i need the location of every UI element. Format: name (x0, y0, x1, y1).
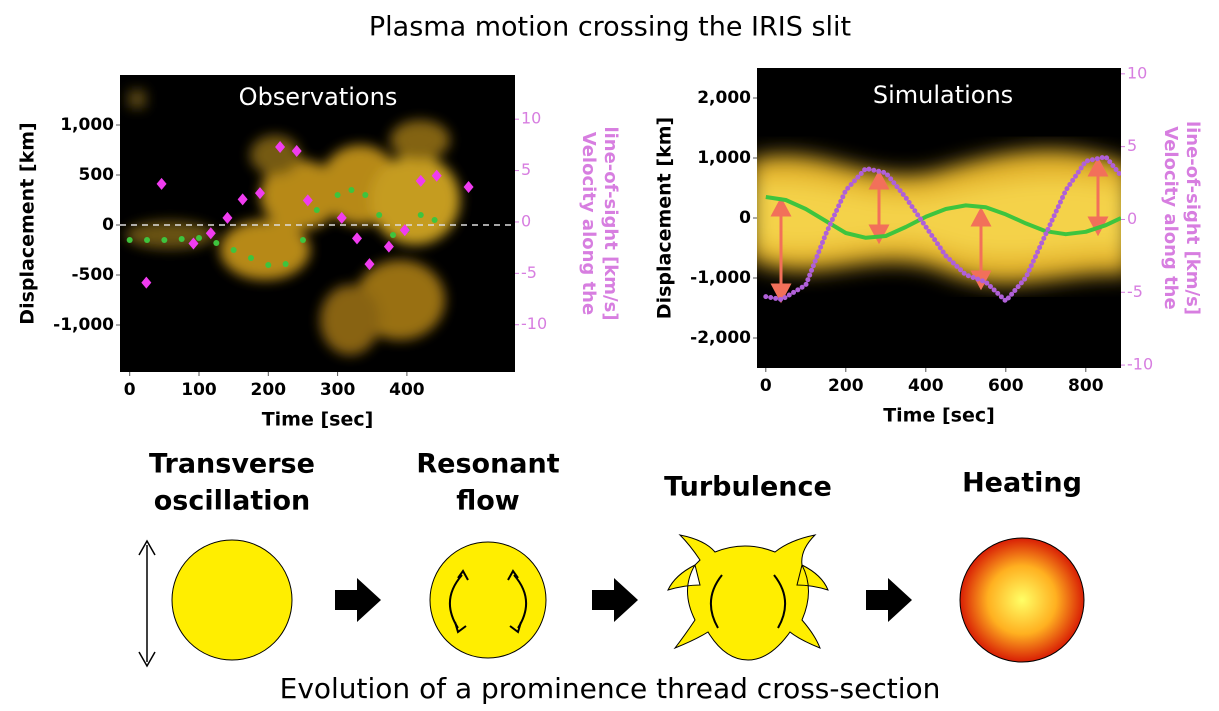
y2-axis-label: Velocity along the (1160, 126, 1181, 309)
y-tick-label: 2,000 (697, 88, 751, 108)
y2-tick-label: -10 (521, 314, 547, 333)
y2-tick-label: 10 (1127, 63, 1147, 82)
data-dot (127, 237, 133, 243)
y-axis-label: Displacement [km] (17, 122, 39, 324)
stage-label: Heating (962, 468, 1082, 499)
y2-tick-label: -10 (1127, 355, 1153, 374)
figure: Plasma motion crossing the IRIS slit Obs… (0, 0, 1219, 711)
data-dot (348, 187, 354, 193)
plot-title: Observations (239, 83, 398, 111)
x-tick-label: 0 (760, 376, 772, 396)
data-dot (213, 240, 219, 246)
y-tick-label: -1,000 (690, 268, 751, 288)
y-tick-label: 1,000 (697, 148, 751, 168)
x-tick-label: 0 (124, 380, 136, 400)
data-dot (432, 217, 438, 223)
diagram-caption: Evolution of a prominence thread cross-s… (280, 672, 941, 705)
stage-label: flow (456, 486, 520, 517)
y2-tick-label: -5 (521, 263, 537, 282)
y-tick-label: -500 (71, 265, 114, 285)
x-tick-label: 100 (181, 380, 217, 400)
data-dot (231, 247, 237, 253)
x-tick-label: 400 (908, 376, 944, 396)
x-tick-label: 300 (320, 380, 356, 400)
data-dot (179, 236, 185, 242)
y2-tick-label: 0 (521, 211, 531, 230)
y-axis-label: Displacement [km] (654, 117, 676, 319)
data-dot (390, 232, 396, 238)
y2-tick-label: 5 (1127, 136, 1137, 155)
diagram (139, 535, 1084, 666)
y2-tick-label: 0 (1127, 209, 1137, 228)
y2-tick-label: 10 (521, 109, 541, 128)
heatmap (750, 150, 1130, 283)
y-tick-label: 1,000 (60, 115, 114, 135)
plot-title: Simulations (873, 81, 1013, 109)
stage-label: Resonant (416, 449, 559, 480)
x-tick-label: 200 (828, 376, 864, 396)
data-dot (161, 237, 167, 243)
data-dot (300, 237, 306, 243)
data-dot (314, 207, 320, 213)
data-dot (144, 237, 150, 243)
x-axis-label: Time [sec] (883, 405, 995, 427)
data-dot (196, 235, 202, 241)
y2-tick-label: -5 (1127, 282, 1143, 301)
y-tick-label: -1,000 (53, 315, 114, 335)
stage-label: Turbulence (664, 472, 832, 503)
data-dot (418, 212, 424, 218)
x-tick-label: 200 (251, 380, 287, 400)
data-dot (376, 212, 382, 218)
y-tick-label: -2,000 (690, 328, 751, 348)
data-dot (362, 192, 368, 198)
data-dot (335, 192, 341, 198)
x-tick-label: 400 (389, 380, 425, 400)
y2-axis-label: line-of-sight [km/s] (1182, 121, 1203, 315)
y-tick-label: 500 (79, 165, 115, 185)
y-tick-label: 0 (739, 208, 751, 228)
y-tick-label: 0 (102, 215, 114, 235)
y2-tick-label: 5 (521, 160, 531, 179)
data-dot (265, 262, 271, 268)
stage-label: Transverse (149, 449, 315, 480)
figure-title: Plasma motion crossing the IRIS slit (369, 12, 851, 43)
x-axis-label: Time [sec] (262, 409, 374, 431)
x-tick-label: 600 (988, 376, 1024, 396)
x-tick-label: 800 (1068, 376, 1104, 396)
stage-label: oscillation (154, 486, 311, 517)
y2-axis-label: line-of-sight [km/s] (600, 126, 621, 320)
data-dot (283, 261, 289, 267)
y2-axis-label: Velocity along the (578, 132, 599, 315)
data-dot (248, 255, 254, 261)
